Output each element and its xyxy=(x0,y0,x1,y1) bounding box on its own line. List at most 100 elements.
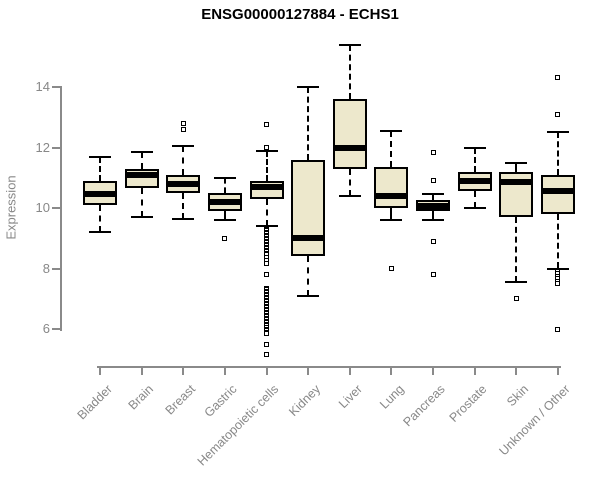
outlier-point xyxy=(180,126,186,132)
outlier-point xyxy=(264,331,270,337)
median-line xyxy=(418,203,449,210)
x-tick-mark xyxy=(348,368,351,375)
whisker-upper xyxy=(515,162,518,172)
whisker-cap-top xyxy=(422,193,445,196)
x-tick-mark xyxy=(515,368,518,375)
median-line xyxy=(501,179,532,186)
whisker-upper xyxy=(348,44,351,100)
whisker-upper xyxy=(140,152,143,169)
whisker-lower xyxy=(556,214,559,269)
whisker-cap-top xyxy=(505,161,528,164)
x-category-label: Bladder xyxy=(74,382,115,423)
y-tick-mark xyxy=(52,328,60,330)
y-tick-label: 6 xyxy=(42,321,50,336)
whisker-cap-top xyxy=(338,43,361,46)
y-tick-mark xyxy=(52,267,60,270)
whisker-cap-bottom xyxy=(422,219,445,222)
whisker-lower xyxy=(307,256,310,296)
y-tick-mark xyxy=(52,146,60,149)
outlier-point xyxy=(264,261,270,267)
whisker-cap-top xyxy=(380,129,403,132)
outlier-point xyxy=(388,266,394,271)
whisker-cap-bottom xyxy=(130,216,153,219)
whisker-lower xyxy=(265,198,268,227)
whisker-lower xyxy=(390,208,393,221)
whisker-cap-bottom xyxy=(172,217,195,220)
x-category-label: Brain xyxy=(126,382,157,413)
outlier-point xyxy=(555,281,561,287)
outlier-point xyxy=(430,149,436,155)
whisker-upper xyxy=(223,177,226,193)
whisker-lower xyxy=(223,211,226,221)
box-iqr xyxy=(291,159,326,257)
x-tick-mark xyxy=(390,368,393,375)
x-category-label: Pancreas xyxy=(400,382,448,430)
whisker-lower xyxy=(473,191,476,208)
whisker-upper xyxy=(556,132,559,175)
x-category-label: Gastric xyxy=(201,382,240,420)
x-tick-mark xyxy=(182,368,185,375)
box-iqr xyxy=(374,167,409,208)
y-tick-label: 14 xyxy=(35,79,50,94)
whisker-cap-bottom xyxy=(255,225,278,228)
outlier-point xyxy=(430,272,436,278)
whisker-cap-top xyxy=(213,176,236,179)
x-category-label: Prostate xyxy=(446,382,490,425)
whisker-cap-top xyxy=(172,144,195,147)
outlier-point xyxy=(513,296,519,302)
y-axis-line xyxy=(60,86,62,331)
chart-title: ENSG00000127884 - ECHS1 xyxy=(201,6,399,23)
whisker-upper xyxy=(432,194,435,201)
whisker-upper xyxy=(307,87,310,160)
x-tick-mark xyxy=(556,368,559,375)
box-iqr xyxy=(332,99,367,169)
whisker-upper xyxy=(99,156,101,181)
median-line xyxy=(168,180,199,187)
whisker-cap-top xyxy=(297,86,320,88)
x-tick-mark xyxy=(432,368,435,375)
median-line xyxy=(542,188,573,195)
outlier-point xyxy=(222,235,228,241)
x-tick-mark xyxy=(223,368,226,375)
x-tick-mark xyxy=(307,368,310,375)
x-category-label: Hematopoietic cells xyxy=(194,382,282,469)
outlier-point xyxy=(264,122,270,128)
whisker-cap-bottom xyxy=(213,219,236,222)
median-line xyxy=(459,177,490,184)
whisker-cap-bottom xyxy=(338,194,361,197)
whisker-cap-bottom xyxy=(546,267,569,270)
median-line xyxy=(293,235,324,242)
y-tick-label: 8 xyxy=(42,260,50,276)
median-line xyxy=(126,171,157,178)
whisker-cap-top xyxy=(546,131,569,134)
whisker-upper xyxy=(265,150,268,181)
x-category-label: Lung xyxy=(376,382,407,412)
x-tick-mark xyxy=(265,368,268,375)
whisker-cap-bottom xyxy=(463,207,486,209)
whisker-lower xyxy=(99,204,101,233)
outlier-point xyxy=(555,326,561,332)
y-tick-label: 12 xyxy=(35,139,50,155)
x-tick-mark xyxy=(473,368,476,375)
y-tick-label: 10 xyxy=(35,200,50,215)
median-line xyxy=(334,144,365,151)
outlier-point xyxy=(264,352,270,358)
whisker-cap-top xyxy=(255,149,278,152)
whisker-upper xyxy=(182,145,185,175)
outlier-point xyxy=(430,238,436,244)
whisker-lower xyxy=(140,188,143,218)
box-iqr xyxy=(540,174,575,215)
y-tick-mark xyxy=(52,207,60,209)
whisker-lower xyxy=(515,217,518,283)
whisker-cap-top xyxy=(463,146,486,149)
outlier-point xyxy=(555,75,561,81)
whisker-cap-top xyxy=(89,155,111,158)
x-tick-mark xyxy=(140,368,143,375)
outlier-point xyxy=(264,272,270,278)
whisker-upper xyxy=(473,147,476,172)
whisker-lower xyxy=(182,192,185,219)
x-category-label: Breast xyxy=(162,382,199,418)
whisker-cap-bottom xyxy=(505,281,528,284)
outlier-point xyxy=(430,178,436,184)
whisker-upper xyxy=(390,130,393,168)
